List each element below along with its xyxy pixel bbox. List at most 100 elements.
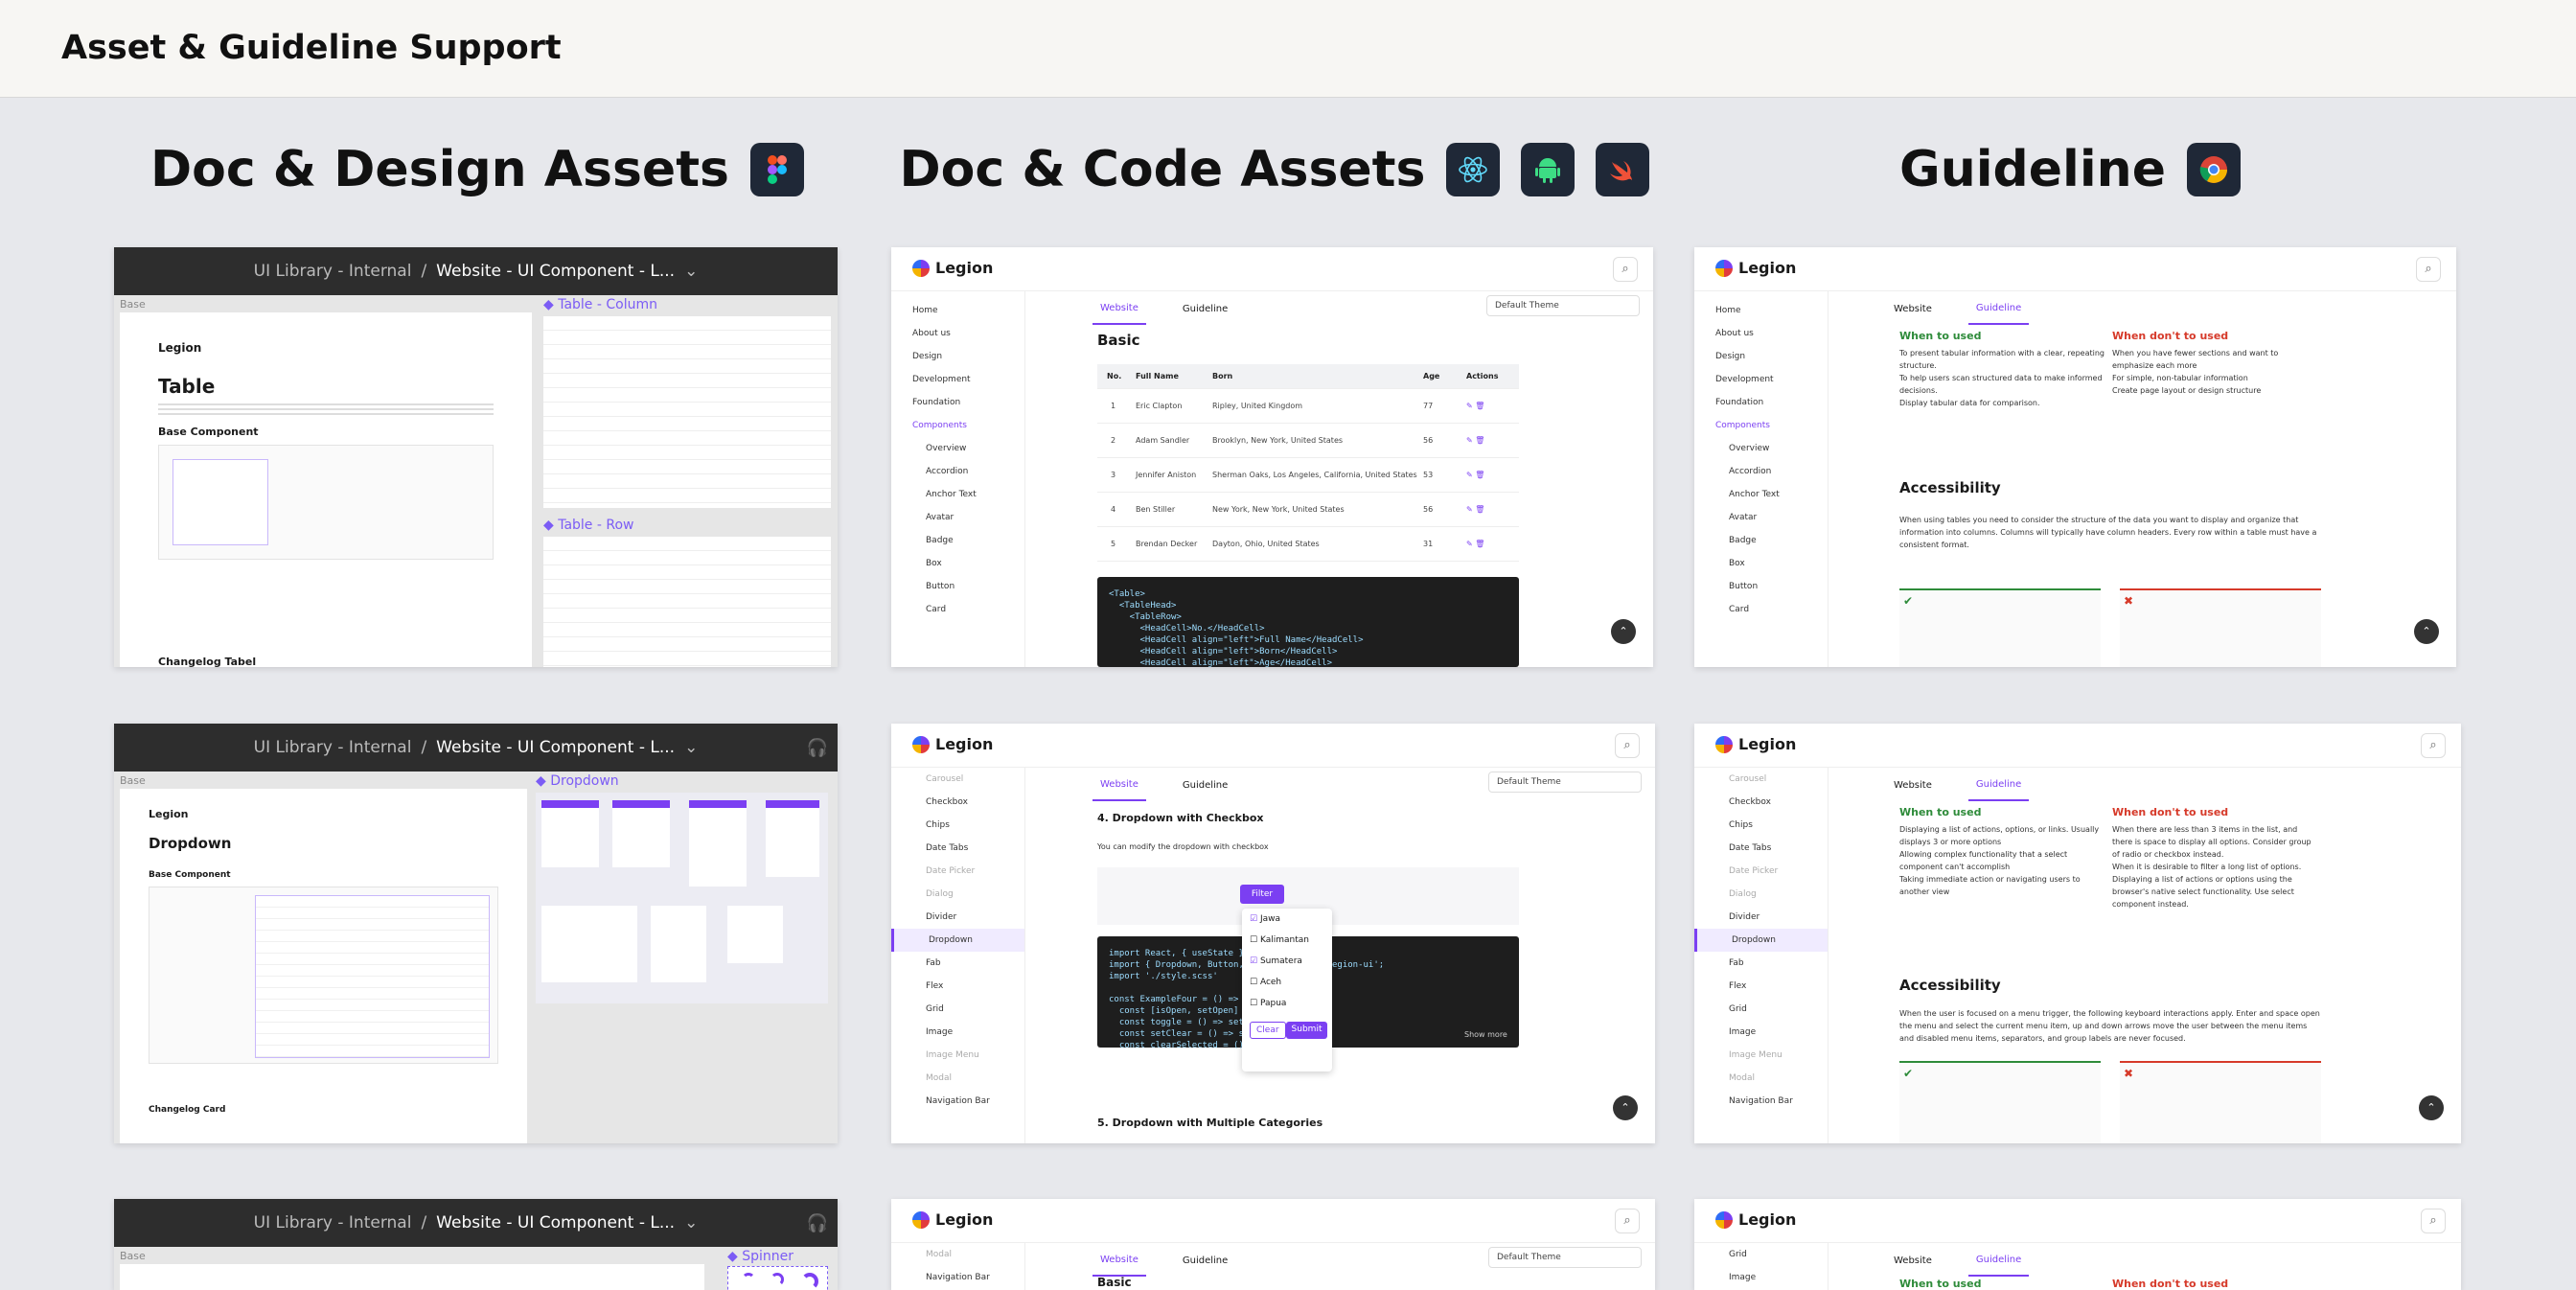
nav-item[interactable]: Card — [1729, 605, 1750, 614]
nav-item[interactable]: Fab — [926, 958, 941, 968]
edit-icon[interactable]: ✎ 🗑 — [1466, 402, 1485, 410]
nav-item[interactable]: Modal — [1729, 1073, 1755, 1083]
nav-item[interactable]: Dialog — [926, 889, 954, 899]
nav-item[interactable]: Overview — [1729, 444, 1770, 453]
figma-preview-dropdown[interactable]: UI Library - Internal / Website - UI Com… — [114, 724, 838, 1143]
nav-item[interactable]: Flex — [1729, 981, 1747, 991]
figma-canvas[interactable]: Base ◆ Spinner — [114, 1247, 838, 1290]
search-icon[interactable]: ⌕ — [1613, 257, 1638, 282]
nav-item[interactable]: Development — [912, 375, 971, 384]
nav-item[interactable]: Date Tabs — [926, 843, 969, 853]
nav-item[interactable]: Avatar — [1729, 513, 1758, 522]
nav-item[interactable]: Grid — [1729, 1250, 1747, 1259]
nav-item[interactable]: Badge — [926, 536, 954, 545]
chevron-down-icon[interactable]: ⌄ — [684, 1213, 699, 1232]
nav-item[interactable]: Development — [1715, 375, 1774, 384]
headphones-icon[interactable]: 🎧 — [806, 737, 828, 758]
theme-select[interactable]: Default Theme — [1486, 295, 1640, 316]
tab-website[interactable]: Website — [1894, 779, 1932, 791]
nav-item[interactable]: Box — [926, 559, 942, 568]
nav-item[interactable]: Image — [926, 1027, 954, 1037]
show-more-link[interactable]: Show more — [1464, 1030, 1507, 1039]
nav-item-dropdown[interactable]: Dropdown — [891, 929, 1024, 952]
nav-item[interactable]: Navigation Bar — [926, 1096, 990, 1106]
search-icon[interactable]: ⌕ — [2416, 257, 2441, 282]
nav-item[interactable]: Divider — [926, 912, 957, 922]
code-preview-dropdown[interactable]: Legion ⌕ Carousel Checkbox Chips Date Ta… — [891, 724, 1655, 1143]
filter-button[interactable]: Filter — [1240, 885, 1284, 904]
nav-item[interactable]: Home — [912, 306, 938, 315]
tab-website[interactable]: Website — [1894, 1255, 1932, 1266]
edit-icon[interactable]: ✎ 🗑 — [1466, 505, 1485, 514]
legion-logo[interactable]: Legion — [1715, 1210, 1796, 1229]
breadcrumb-root[interactable]: UI Library - Internal — [253, 1213, 412, 1232]
nav-item[interactable]: Checkbox — [926, 797, 968, 807]
nav-item[interactable]: Dialog — [1729, 889, 1757, 899]
code-preview-table[interactable]: Legion ⌕ Home About us Design Developmen… — [891, 247, 1653, 667]
chevron-down-icon[interactable]: ⌄ — [684, 738, 699, 757]
nav-item[interactable]: Design — [912, 352, 943, 361]
nav-item[interactable]: Button — [926, 582, 955, 591]
submit-button[interactable]: Submit — [1285, 1022, 1328, 1039]
nav-item[interactable]: About us — [912, 329, 951, 338]
nav-item[interactable]: Avatar — [926, 513, 954, 522]
figma-preview-table[interactable]: UI Library - Internal / Website - UI Com… — [114, 247, 838, 667]
dropdown-option[interactable]: ☑ Sumatera — [1250, 956, 1302, 966]
nav-item[interactable]: Foundation — [1715, 398, 1764, 407]
nav-item-components[interactable]: Components — [912, 421, 967, 430]
nav-item[interactable]: Chips — [1729, 820, 1753, 830]
tab-guideline[interactable]: Guideline — [1967, 1245, 2030, 1277]
nav-item[interactable]: Chips — [926, 820, 950, 830]
nav-item[interactable]: Fab — [1729, 958, 1744, 968]
nav-item-components[interactable]: Components — [1715, 421, 1770, 430]
nav-item[interactable]: Grid — [1729, 1004, 1747, 1014]
theme-select[interactable]: Default Theme — [1488, 772, 1642, 793]
nav-item[interactable]: Carousel — [1729, 774, 1767, 784]
headphones-icon[interactable]: 🎧 — [806, 1212, 828, 1233]
dropdown-option[interactable]: ☐ Kalimantan — [1250, 935, 1309, 945]
code-preview-spinner[interactable]: Legion ⌕ Modal Navigation Bar Website Gu… — [891, 1199, 1655, 1290]
search-icon[interactable]: ⌕ — [2421, 1209, 2446, 1233]
edit-icon[interactable]: ✎ 🗑 — [1466, 436, 1485, 445]
tab-guideline[interactable]: Guideline — [1967, 770, 2030, 801]
dropdown-option[interactable]: ☐ Papua — [1250, 999, 1287, 1008]
nav-item[interactable]: Divider — [1729, 912, 1760, 922]
tab-website[interactable]: Website — [1894, 303, 1932, 314]
nav-item[interactable]: Image Menu — [926, 1050, 979, 1060]
search-icon[interactable]: ⌕ — [1615, 733, 1640, 758]
scroll-top-button[interactable]: ⌃ — [2419, 1095, 2444, 1120]
clear-button[interactable]: Clear — [1250, 1022, 1286, 1039]
nav-item[interactable]: Navigation Bar — [1729, 1096, 1793, 1106]
file-name[interactable]: Website - UI Component - L... — [436, 1213, 676, 1232]
tab-website[interactable]: Website — [1092, 1245, 1146, 1277]
nav-item[interactable]: Checkbox — [1729, 797, 1771, 807]
file-name[interactable]: Website - UI Component - L... — [436, 738, 676, 757]
breadcrumb-root[interactable]: UI Library - Internal — [253, 738, 412, 757]
search-icon[interactable]: ⌕ — [2421, 733, 2446, 758]
nav-item[interactable]: Overview — [926, 444, 967, 453]
tab-website[interactable]: Website — [1092, 770, 1146, 801]
theme-select[interactable]: Default Theme — [1488, 1247, 1642, 1268]
dropdown-option[interactable]: ☑ Jawa — [1250, 914, 1280, 924]
nav-item[interactable]: Badge — [1729, 536, 1757, 545]
nav-item[interactable]: Grid — [926, 1004, 944, 1014]
nav-item[interactable]: Modal — [926, 1073, 952, 1083]
search-icon[interactable]: ⌕ — [1615, 1209, 1640, 1233]
file-name[interactable]: Website - UI Component - L... — [436, 262, 676, 281]
guideline-preview-table[interactable]: Legion ⌕ Home About us Design Developmen… — [1694, 247, 2456, 667]
legion-logo[interactable]: Legion — [912, 1210, 993, 1229]
nav-item[interactable]: Box — [1729, 559, 1745, 568]
chevron-down-icon[interactable]: ⌄ — [684, 262, 699, 281]
tab-guideline[interactable]: Guideline — [1182, 1255, 1229, 1266]
nav-item[interactable]: Anchor Text — [926, 490, 977, 499]
nav-item[interactable]: Card — [926, 605, 947, 614]
figma-canvas[interactable]: Base Legion Dropdown Base Component Chan… — [114, 772, 838, 1143]
edit-icon[interactable]: ✎ 🗑 — [1466, 540, 1485, 548]
scroll-top-button[interactable]: ⌃ — [1613, 1095, 1638, 1120]
figma-canvas[interactable]: Base Legion Table Base Component Changel… — [114, 295, 838, 667]
nav-item[interactable]: Image — [1729, 1027, 1757, 1037]
nav-item[interactable]: Flex — [926, 981, 944, 991]
tab-guideline[interactable]: Guideline — [1182, 779, 1229, 791]
nav-item[interactable]: Home — [1715, 306, 1741, 315]
nav-item[interactable]: Button — [1729, 582, 1759, 591]
